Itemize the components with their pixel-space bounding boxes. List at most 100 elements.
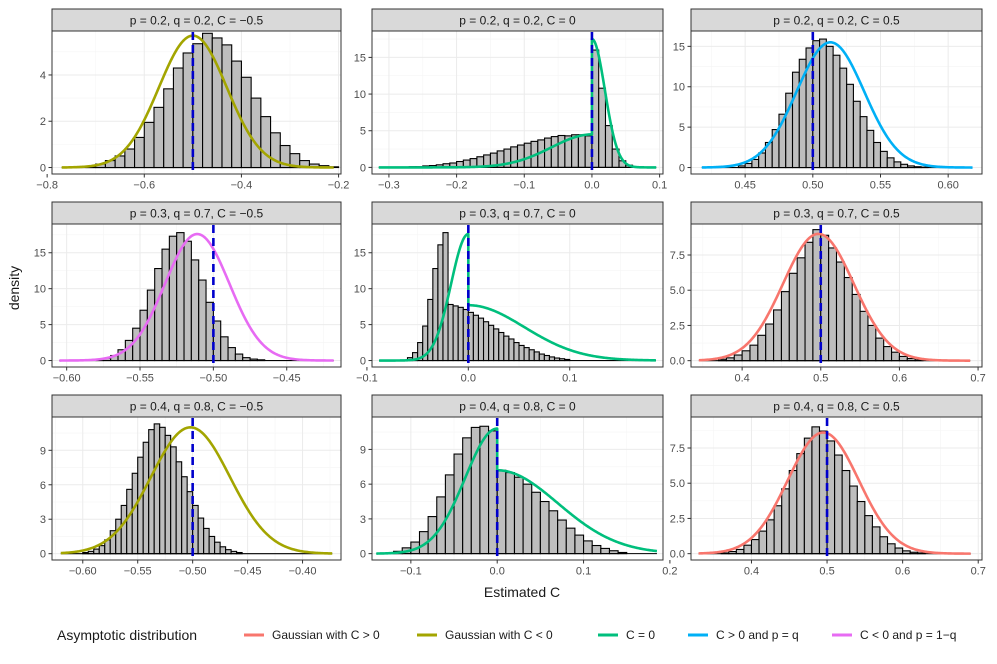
facet-panel: p = 0.2, q = 0.2, C = −0.5 −0.8 −0.6 −0.4 −0… bbox=[36, 8, 349, 192]
y-tick-label: 0 bbox=[360, 356, 366, 368]
y-tick-label: 2.5 bbox=[670, 513, 685, 525]
histogram-bar bbox=[447, 303, 454, 362]
facet-panel: p = 0.4, q = 0.8, C = 0.5 0.4 0.5 0.6 0.7 0.0… bbox=[670, 394, 986, 578]
histogram-bar bbox=[203, 527, 210, 555]
histogram-bar bbox=[886, 543, 896, 555]
histogram-bar bbox=[839, 67, 848, 169]
panel-border bbox=[690, 223, 983, 368]
histogram-bar bbox=[227, 347, 236, 362]
histogram-bar bbox=[508, 338, 515, 362]
x-tick-label: −0.55 bbox=[126, 373, 154, 385]
y-tick-label: 10 bbox=[34, 284, 46, 296]
y-tick-label: 5 bbox=[360, 320, 366, 332]
histogram-bar bbox=[198, 279, 207, 362]
histogram-bar bbox=[757, 334, 767, 362]
x-tick-label: −0.4 bbox=[231, 180, 253, 192]
legend-item: C > 0 and p = q bbox=[688, 628, 799, 642]
histogram-bar bbox=[120, 504, 128, 555]
histogram-bar bbox=[170, 446, 177, 555]
legend: Asymptotic distribution Gaussian with C … bbox=[57, 627, 956, 643]
histogram-bar bbox=[832, 54, 841, 169]
histogram-bar bbox=[142, 441, 150, 555]
histogram-bar bbox=[875, 337, 885, 362]
facet-strip-label: p = 0.2, q = 0.2, C = 0.5 bbox=[773, 14, 900, 28]
histogram-bar bbox=[852, 100, 861, 169]
histogram-bar bbox=[846, 83, 854, 169]
density-curve bbox=[61, 34, 334, 169]
facet-panel: p = 0.2, q = 0.2, C = 0.5 0.45 0.50 0.55 0.6… bbox=[673, 8, 983, 192]
y-tick-label: 0 bbox=[360, 549, 366, 561]
x-tick-label: −0.1 bbox=[356, 373, 378, 385]
histogram-bar bbox=[139, 309, 148, 362]
histogram-bar bbox=[796, 453, 805, 555]
histogram-bar bbox=[437, 244, 444, 362]
histogram-bar bbox=[221, 44, 233, 169]
histogram-bar bbox=[750, 539, 760, 555]
panel-border bbox=[371, 416, 664, 561]
histogram-bar bbox=[825, 45, 834, 169]
histogram-bar bbox=[124, 148, 136, 169]
x-tick-label: −0.50 bbox=[179, 566, 207, 578]
x-tick-label: −0.45 bbox=[234, 566, 262, 578]
histogram-bar bbox=[819, 38, 827, 169]
x-axis-title: Estimated C bbox=[484, 584, 560, 600]
histogram-bar bbox=[148, 429, 155, 555]
histogram-bar bbox=[518, 344, 525, 362]
histogram-bar bbox=[796, 257, 806, 362]
histogram-bar bbox=[735, 548, 745, 555]
histogram-bar bbox=[153, 423, 161, 555]
x-tick-label: 0.5 bbox=[813, 373, 828, 385]
histogram-bar bbox=[879, 150, 888, 169]
histogram-bar bbox=[539, 500, 550, 555]
histogram-bar bbox=[773, 505, 783, 555]
x-tick-label: 0.4 bbox=[744, 566, 759, 578]
histogram-bar bbox=[98, 545, 106, 555]
histogram-bar bbox=[182, 52, 194, 169]
histogram-bar bbox=[828, 247, 838, 362]
x-tick-label: 0.1 bbox=[562, 373, 577, 385]
plot-area bbox=[372, 224, 663, 367]
legend-label: C < 0 and p = 1−q bbox=[860, 628, 956, 642]
facet-strip-label: p = 0.3, q = 0.7, C = −0.5 bbox=[130, 207, 264, 221]
histogram-bar bbox=[600, 547, 611, 555]
y-tick-label: 5 bbox=[360, 126, 366, 138]
facet-panel: p = 0.2, q = 0.2, C = 0 −0.3 −0.2 −0.1 0.0 0.… bbox=[354, 8, 667, 192]
x-tick-label: 0.0 bbox=[490, 566, 505, 578]
x-tick-label: 0.1 bbox=[576, 566, 591, 578]
panel-border bbox=[371, 223, 664, 368]
facet-panel: p = 0.4, q = 0.8, C = −0.5 −0.60 −0.55 −0.5… bbox=[40, 394, 342, 578]
histogram-bar bbox=[522, 483, 533, 555]
histogram-bar bbox=[891, 351, 900, 362]
panel-border bbox=[690, 416, 983, 561]
legend-item: Gaussian with C < 0 bbox=[417, 628, 553, 642]
histogram-bar bbox=[811, 426, 821, 555]
x-tick-label: 0.0 bbox=[461, 373, 476, 385]
histogram-bar bbox=[835, 261, 845, 362]
histogram-bar bbox=[132, 327, 141, 362]
histogram-bar bbox=[886, 157, 895, 169]
legend-label: C = 0 bbox=[626, 628, 655, 642]
plot-area bbox=[372, 417, 663, 560]
panel-border bbox=[371, 30, 664, 175]
histogram-bar bbox=[544, 137, 552, 168]
histogram-bar bbox=[488, 324, 495, 362]
histogram-bar bbox=[192, 43, 204, 169]
legend-item: Gaussian with C > 0 bbox=[244, 628, 380, 642]
histogram-bar bbox=[574, 534, 585, 555]
histogram-bar bbox=[146, 289, 156, 362]
histogram-bar bbox=[548, 510, 559, 555]
x-tick-label: 0.5 bbox=[819, 566, 834, 578]
histogram-bar bbox=[510, 146, 519, 168]
x-tick-label: −0.60 bbox=[53, 373, 81, 385]
plot-area bbox=[52, 31, 341, 174]
x-tick-label: 0.50 bbox=[802, 180, 823, 192]
histogram-bar bbox=[893, 161, 902, 169]
histogram-bar bbox=[482, 321, 490, 362]
y-tick-label: 9 bbox=[40, 445, 46, 457]
histogram-bar bbox=[168, 235, 178, 362]
plot-area bbox=[691, 417, 982, 560]
facet-panel: p = 0.3, q = 0.7, C = −0.5 −0.60 −0.55 −0.5… bbox=[34, 201, 342, 385]
legend-label: Gaussian with C > 0 bbox=[272, 628, 380, 642]
histogram-bar bbox=[733, 354, 743, 362]
histogram-bar bbox=[197, 517, 205, 555]
